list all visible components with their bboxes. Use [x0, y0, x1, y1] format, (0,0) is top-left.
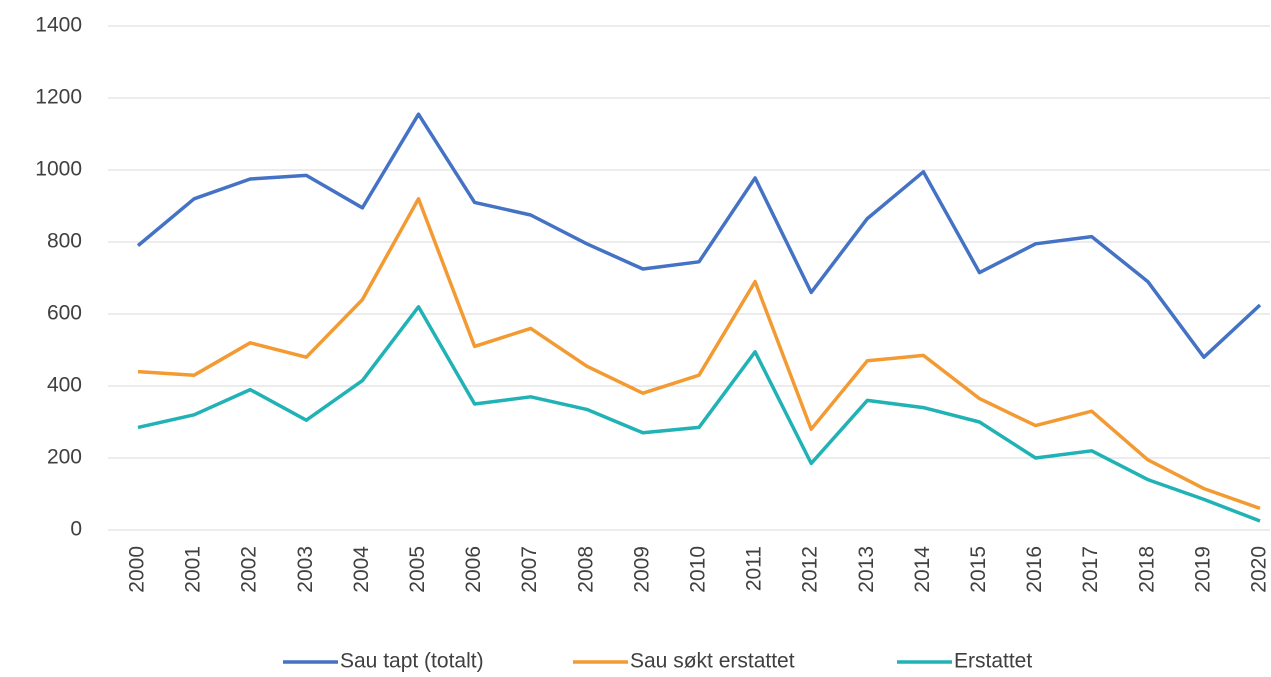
data-line [137, 305, 1261, 523]
x-tick-label: 2012 [799, 546, 822, 593]
x-tick-label: 2015 [967, 546, 990, 593]
x-tick-label: 2010 [687, 546, 710, 593]
x-tick-label: 2002 [238, 546, 261, 593]
y-tick-label: 400 [47, 374, 82, 397]
x-tick-label: 2006 [462, 546, 485, 593]
x-tick-label: 2014 [911, 546, 934, 593]
x-tick-label: 2009 [630, 546, 653, 593]
legend-label: Sau søkt erstattet [630, 650, 795, 673]
data-line [137, 197, 1261, 511]
legend-label: Sau tapt (totalt) [340, 650, 484, 673]
data-line [136, 112, 1262, 359]
x-tick-label: 2011 [743, 546, 766, 591]
y-tick-label: 1000 [35, 158, 82, 181]
x-tick-label: 2016 [1023, 546, 1046, 593]
x-tick-label: 2008 [574, 546, 597, 593]
y-tick-label: 600 [47, 302, 82, 325]
x-tick-label: 2004 [350, 546, 373, 593]
y-tick-label: 200 [47, 446, 82, 469]
x-tick-label: 2017 [1079, 546, 1102, 593]
y-tick-label: 1200 [35, 86, 82, 109]
x-tick-label: 2018 [1135, 546, 1158, 593]
y-tick-label: 1400 [35, 14, 82, 37]
x-tick-label: 2000 [126, 546, 149, 593]
x-tick-label: 2005 [406, 546, 429, 593]
y-tick-label: 0 [70, 518, 82, 541]
x-tick-label: 2007 [518, 546, 541, 593]
y-tick-label: 800 [47, 230, 82, 253]
x-tick-label: 2020 [1248, 546, 1271, 593]
x-tick-label: 2019 [1191, 546, 1214, 593]
x-tick-label: 2013 [855, 546, 878, 593]
legend-label: Erstattet [954, 650, 1032, 673]
x-tick-label: 2001 [182, 546, 205, 593]
x-tick-label: 2003 [294, 546, 317, 593]
